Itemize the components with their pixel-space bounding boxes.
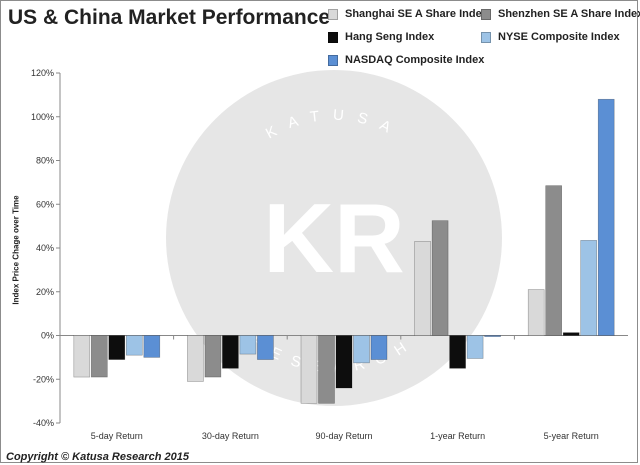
legend-swatch-shenzhen <box>481 8 491 20</box>
bar-shenzhen-se-a-share-index-5 <box>545 185 563 336</box>
watermark-letters: KR <box>263 183 405 293</box>
legend-item-hang-seng: Hang Seng Index <box>328 31 434 43</box>
x-tick-label: 30-day Return <box>202 431 259 441</box>
legend-swatch-shanghai <box>328 8 338 20</box>
bar-shanghai-se-a-share-index-1 <box>73 335 91 378</box>
bar-hang-seng-index-4 <box>449 335 466 369</box>
bar-shanghai-se-a-share-index-2 <box>187 335 204 382</box>
bar-shenzhen-se-a-share-index-2 <box>204 335 222 378</box>
x-tick-label: 5-day Return <box>91 431 143 441</box>
legend-swatch-hang-seng <box>328 31 338 43</box>
legend-label-nasdaq: NASDAQ Composite Index <box>345 54 485 66</box>
bar-shanghai-se-a-share-index-4 <box>414 241 431 336</box>
bar-shenzhen-se-a-share-index-3 <box>318 335 335 404</box>
legend-item-shenzhen: Shenzhen SE A Share Index <box>481 8 640 20</box>
y-tick-label: 120% <box>31 68 54 78</box>
bar-shanghai-se-a-share-index-5 <box>527 289 545 336</box>
copyright-text: Copyright © Katusa Research 2015 <box>6 451 189 463</box>
bar-shanghai-se-a-share-index-3 <box>300 335 318 404</box>
y-tick-label: 80% <box>36 156 54 166</box>
legend-item-nasdaq: NASDAQ Composite Index <box>328 54 484 66</box>
y-tick-label: 40% <box>36 243 54 253</box>
legend-item-nyse: NYSE Composite Index <box>481 31 620 43</box>
bar-nasdaq-composite-index-5 <box>597 98 615 336</box>
bar-nasdaq-composite-index-4 <box>484 335 501 337</box>
y-tick-label: -40% <box>33 418 54 428</box>
bar-hang-seng-index-5 <box>562 332 580 336</box>
bar-nyse-composite-index-4 <box>466 335 484 359</box>
x-tick-label: 5-year Return <box>544 431 599 441</box>
bar-nyse-composite-index-3 <box>353 335 370 364</box>
bar-hang-seng-index-3 <box>335 335 353 389</box>
bar-hang-seng-index-1 <box>108 335 126 360</box>
bar-nyse-composite-index-5 <box>580 240 598 336</box>
axes: -40% -20% 0% 20% 40% 60% 80% 100% 120% 5-day Retu… <box>31 68 628 441</box>
bar-hang-seng-index-2 <box>222 335 239 369</box>
bars <box>73 98 615 404</box>
y-tick-label: 0% <box>41 331 54 341</box>
legend-label-shanghai: Shanghai SE A Share Index <box>345 8 488 20</box>
legend-swatch-nasdaq <box>328 54 338 66</box>
bar-nasdaq-composite-index-2 <box>257 335 274 360</box>
bar-nyse-composite-index-2 <box>239 335 257 355</box>
x-tick-label: 1-year Return <box>430 431 485 441</box>
y-tick-label: 20% <box>36 287 54 297</box>
legend-swatch-nyse <box>481 31 491 43</box>
y-axis-label: Index Price Chage over Time <box>11 195 21 305</box>
y-tick-label: -20% <box>33 374 54 384</box>
bar-nasdaq-composite-index-1 <box>143 335 161 358</box>
legend-item-shanghai: Shanghai SE A Share Index <box>328 8 488 20</box>
chart-title: US & China Market Performance <box>8 6 331 29</box>
bar-shenzhen-se-a-share-index-4 <box>431 220 449 336</box>
bar-nyse-composite-index-1 <box>126 335 143 356</box>
legend-label-nyse: NYSE Composite Index <box>498 31 620 43</box>
legend-label-hang-seng: Hang Seng Index <box>345 31 435 43</box>
y-tick-label: 100% <box>31 112 54 122</box>
legend-label-shenzhen: Shenzhen SE A Share Index <box>498 8 640 20</box>
bar-nasdaq-composite-index-3 <box>370 335 388 360</box>
legend: Shanghai SE A Share Index Shenzhen SE A … <box>0 0 640 70</box>
y-tick-label: 60% <box>36 199 54 209</box>
x-tick-label: 90-day Return <box>315 431 372 441</box>
bar-shenzhen-se-a-share-index-1 <box>91 335 108 378</box>
